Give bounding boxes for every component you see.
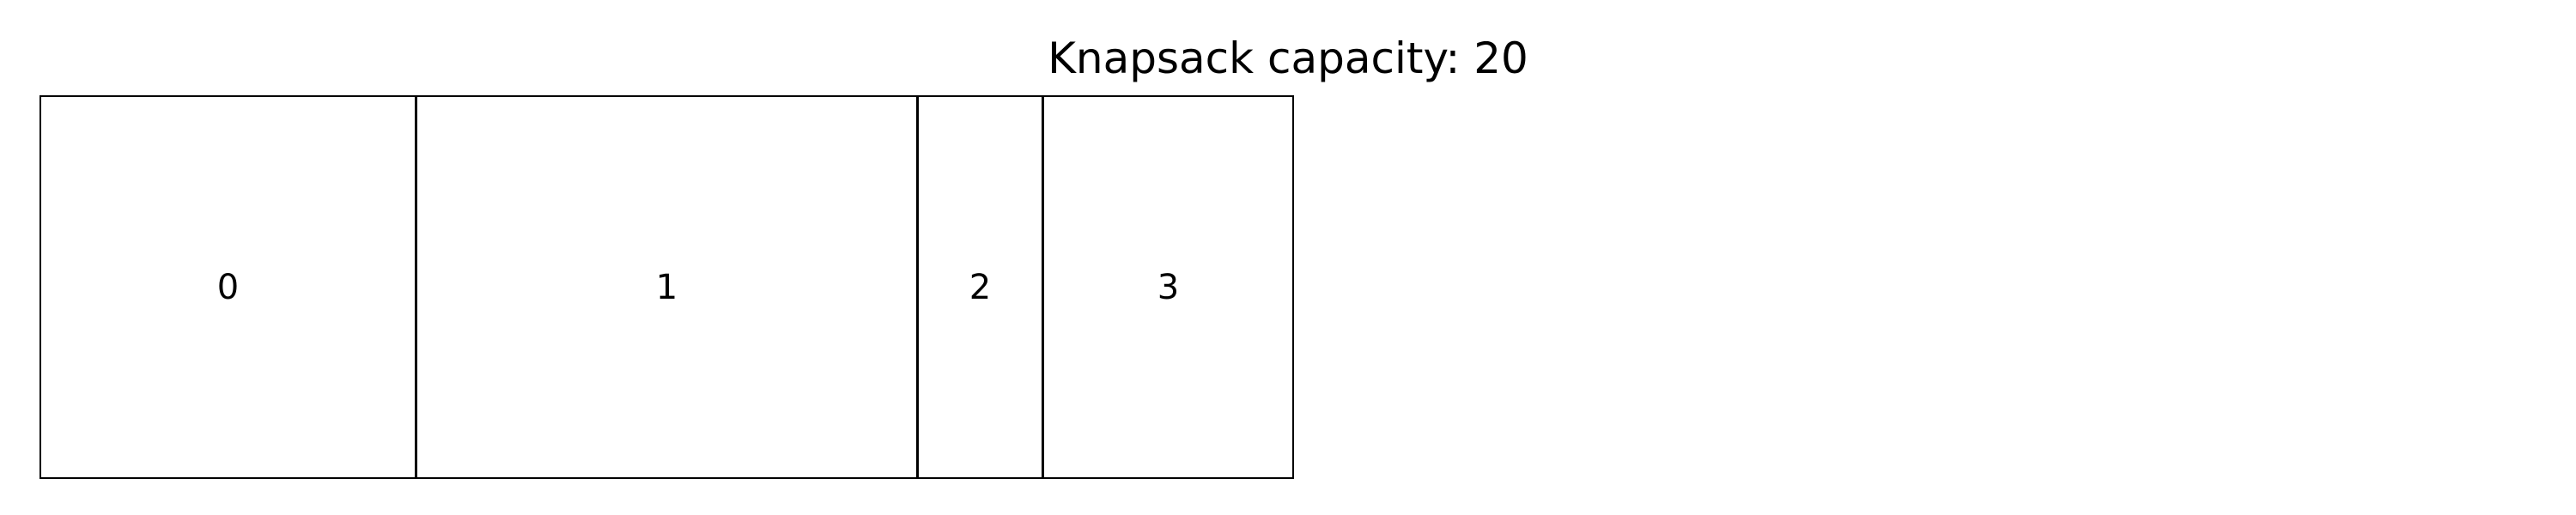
item-box: 1 [416,95,918,479]
item-box: 2 [917,95,1043,479]
item-label: 2 [969,267,992,307]
diagram-title: Knapsack capacity: 20 [1048,33,1528,83]
item-label: 0 [216,267,240,307]
item-label: 1 [655,267,678,307]
item-label: 3 [1157,267,1180,307]
item-box: 0 [39,95,416,479]
item-box: 3 [1042,95,1294,479]
